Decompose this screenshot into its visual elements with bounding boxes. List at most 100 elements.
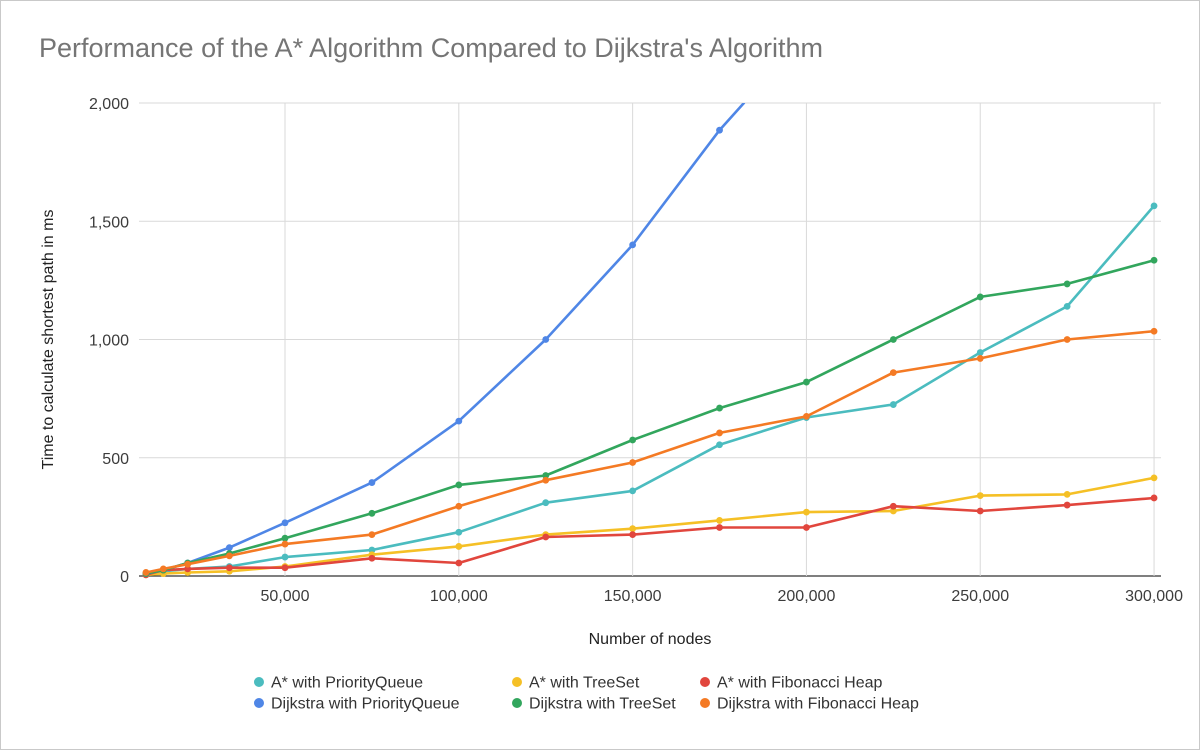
data-point — [976, 293, 984, 301]
series-1 — [142, 474, 1158, 579]
series-line — [144, 476, 1156, 577]
data-point — [716, 517, 723, 524]
series-line — [144, 496, 1156, 577]
data-point — [976, 355, 984, 362]
data-point — [889, 401, 897, 408]
data-point — [803, 524, 810, 531]
x-tick-label: 200,000 — [778, 588, 836, 605]
series-line — [144, 329, 1156, 574]
data-point — [184, 565, 192, 573]
data-point — [1150, 202, 1158, 210]
data-point — [542, 472, 550, 479]
data-point — [281, 519, 289, 527]
data-point — [1063, 336, 1071, 343]
data-point — [225, 544, 233, 552]
data-point — [889, 369, 897, 377]
data-point — [455, 502, 463, 510]
grid-lines — [139, 102, 1161, 577]
legend-swatch — [254, 677, 264, 687]
series-4 — [142, 256, 1158, 578]
y-axis-title: Time to calculate shortest path in ms — [40, 210, 57, 470]
tick-labels: 0 500 1,000 1,500 2,000 50,000 100,000 150,000 2… — [89, 96, 1183, 605]
data-point — [225, 552, 233, 560]
legend-item: Dijkstra with Fibonacci Heap — [700, 696, 919, 713]
data-point — [629, 525, 637, 533]
legend-swatch — [700, 698, 710, 708]
data-point — [542, 533, 550, 541]
data-point — [716, 441, 723, 449]
data-point — [368, 554, 376, 562]
series-5 — [142, 327, 1158, 576]
legend-swatch — [512, 698, 522, 708]
series-0 — [142, 202, 1158, 578]
data-point — [159, 565, 167, 573]
legend-swatch — [254, 698, 264, 708]
data-point — [629, 459, 637, 466]
data-point — [281, 553, 289, 561]
data-point — [803, 378, 810, 386]
legend-item: Dijkstra with TreeSet — [512, 696, 676, 713]
data-point — [976, 492, 984, 499]
data-point — [1063, 491, 1071, 498]
y-tick-label: 1,000 — [89, 333, 129, 350]
data-point — [455, 481, 463, 489]
data-point — [455, 543, 463, 550]
data-point — [803, 412, 810, 420]
data-point — [1150, 327, 1158, 335]
y-tick-label: 500 — [102, 451, 129, 468]
x-tick-label: 50,000 — [261, 588, 310, 605]
data-point — [281, 564, 289, 572]
data-point — [1150, 494, 1158, 502]
series-2 — [142, 494, 1158, 579]
data-point — [281, 534, 289, 542]
data-point — [889, 336, 897, 343]
legend: A* with PriorityQueue A* with TreeSet A* w… — [254, 675, 919, 713]
data-point — [368, 531, 376, 539]
x-tick-label: 300,000 — [1125, 588, 1183, 605]
series-line — [144, 103, 746, 575]
legend-label: A* with PriorityQueue — [271, 675, 423, 692]
legend-swatch — [512, 677, 522, 687]
data-point — [716, 404, 723, 412]
y-tick-label: 0 — [120, 569, 129, 586]
series-3 — [142, 103, 746, 578]
data-point — [716, 126, 723, 134]
data-point — [889, 502, 897, 510]
data-point — [368, 509, 376, 517]
legend-item: A* with PriorityQueue — [254, 675, 423, 692]
data-point — [1150, 256, 1158, 264]
legend-item: Dijkstra with PriorityQueue — [254, 696, 460, 713]
data-point — [542, 476, 550, 484]
data-point — [716, 524, 723, 531]
data-point — [629, 531, 637, 539]
data-point — [368, 479, 376, 486]
legend-label: Dijkstra with PriorityQueue — [271, 696, 460, 713]
series-lines — [142, 103, 1158, 579]
data-point — [976, 349, 984, 356]
data-point — [455, 528, 463, 536]
legend-label: A* with TreeSet — [529, 675, 640, 692]
legend-label: Dijkstra with TreeSet — [529, 696, 676, 713]
x-tick-label: 100,000 — [430, 588, 488, 605]
legend-item: A* with TreeSet — [512, 675, 640, 692]
data-point — [1150, 474, 1158, 482]
data-point — [542, 336, 550, 343]
data-point — [455, 559, 463, 567]
legend-item: A* with Fibonacci Heap — [700, 675, 883, 692]
data-point — [629, 241, 637, 249]
data-point — [716, 429, 723, 437]
legend-label: Dijkstra with Fibonacci Heap — [717, 696, 919, 713]
legend-swatch — [700, 677, 710, 687]
data-point — [629, 436, 637, 444]
data-point — [142, 569, 150, 576]
data-point — [803, 508, 810, 516]
y-tick-label: 1,500 — [89, 214, 129, 231]
data-point — [368, 546, 376, 554]
data-point — [1063, 280, 1071, 288]
data-point — [629, 487, 637, 495]
data-point — [1063, 302, 1071, 310]
data-point — [542, 499, 550, 507]
data-point — [976, 507, 984, 515]
legend-label: A* with Fibonacci Heap — [717, 675, 883, 692]
